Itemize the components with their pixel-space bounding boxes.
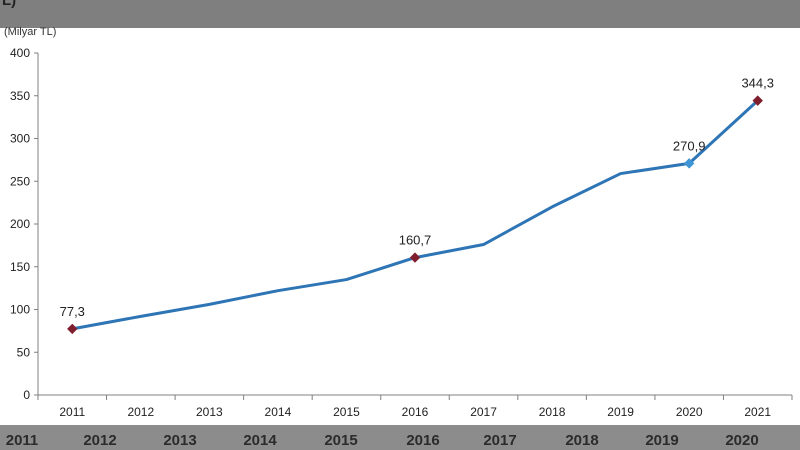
x-tick-label: 2014 bbox=[265, 405, 292, 419]
banner-title-fragment: L) bbox=[2, 0, 17, 9]
bottom-year-label: 2017 bbox=[483, 432, 517, 449]
data-label: 344,3 bbox=[741, 76, 774, 91]
y-tick-label: 400 bbox=[10, 46, 30, 60]
x-tick-label: 2013 bbox=[196, 405, 223, 419]
series-line bbox=[72, 99, 759, 331]
bottom-year-label: 2016 bbox=[406, 432, 440, 449]
x-tick-label: 2016 bbox=[402, 405, 429, 419]
y-tick-label: 250 bbox=[10, 174, 30, 188]
bottom-year-label: 2014 bbox=[243, 432, 277, 449]
data-point-marker bbox=[752, 95, 763, 106]
data-label: 77,3 bbox=[60, 304, 85, 319]
data-label: 270,9 bbox=[673, 138, 706, 153]
x-axis: 2011 2012 2013 2014 2015 2016 2017 2018 2019 2020… bbox=[37, 395, 793, 419]
x-tick-label: 2019 bbox=[607, 405, 634, 419]
top-banner: L) bbox=[0, 0, 800, 28]
x-tick-label: 2011 bbox=[59, 405, 85, 419]
y-tick-label: 300 bbox=[10, 132, 30, 146]
data-point-marker bbox=[683, 158, 695, 169]
bottom-year-label: 2018 bbox=[565, 432, 599, 449]
y-tick-label: 200 bbox=[10, 217, 30, 231]
data-point-marker bbox=[67, 323, 78, 335]
x-tick-label: 2018 bbox=[539, 405, 566, 419]
y-tick-label: 0 bbox=[23, 388, 30, 402]
bottom-year-label: 2019 bbox=[645, 432, 679, 449]
bottom-year-label: 2013 bbox=[163, 432, 197, 449]
bottom-year-label: 2011 bbox=[5, 432, 39, 449]
y-tick-label: 50 bbox=[17, 345, 31, 359]
y-tick-label: 150 bbox=[10, 260, 30, 274]
unit-label: (Milyar TL) bbox=[4, 26, 56, 38]
data-point-marker bbox=[409, 252, 421, 263]
y-axis: 0 50 100 150 200 250 300 350 400 bbox=[10, 46, 38, 402]
y-tick-label: 100 bbox=[10, 303, 30, 317]
x-tick-label: 2017 bbox=[470, 405, 497, 419]
y-tick-label: 350 bbox=[10, 89, 30, 103]
data-labels: 77,3 160,7 270,9 344,3 bbox=[60, 76, 774, 319]
line-chart: (Milyar TL) 0 50 100 150 200 250 300 350 400 201… bbox=[4, 26, 793, 419]
bottom-year-label: 2015 bbox=[324, 432, 358, 449]
series-0 bbox=[67, 95, 763, 335]
x-tick-label: 2021 bbox=[744, 405, 771, 419]
data-label: 160,7 bbox=[399, 233, 432, 248]
x-tick-label: 2015 bbox=[333, 405, 360, 419]
x-tick-label: 2020 bbox=[676, 405, 703, 419]
bottom-year-strip: 2011 2012 2013 2014 2015 2016 2017 2018 2019 2020 bbox=[0, 425, 800, 450]
bottom-year-label: 2020 bbox=[725, 432, 759, 449]
bottom-year-label: 2012 bbox=[83, 432, 117, 449]
x-tick-label: 2012 bbox=[127, 405, 154, 419]
